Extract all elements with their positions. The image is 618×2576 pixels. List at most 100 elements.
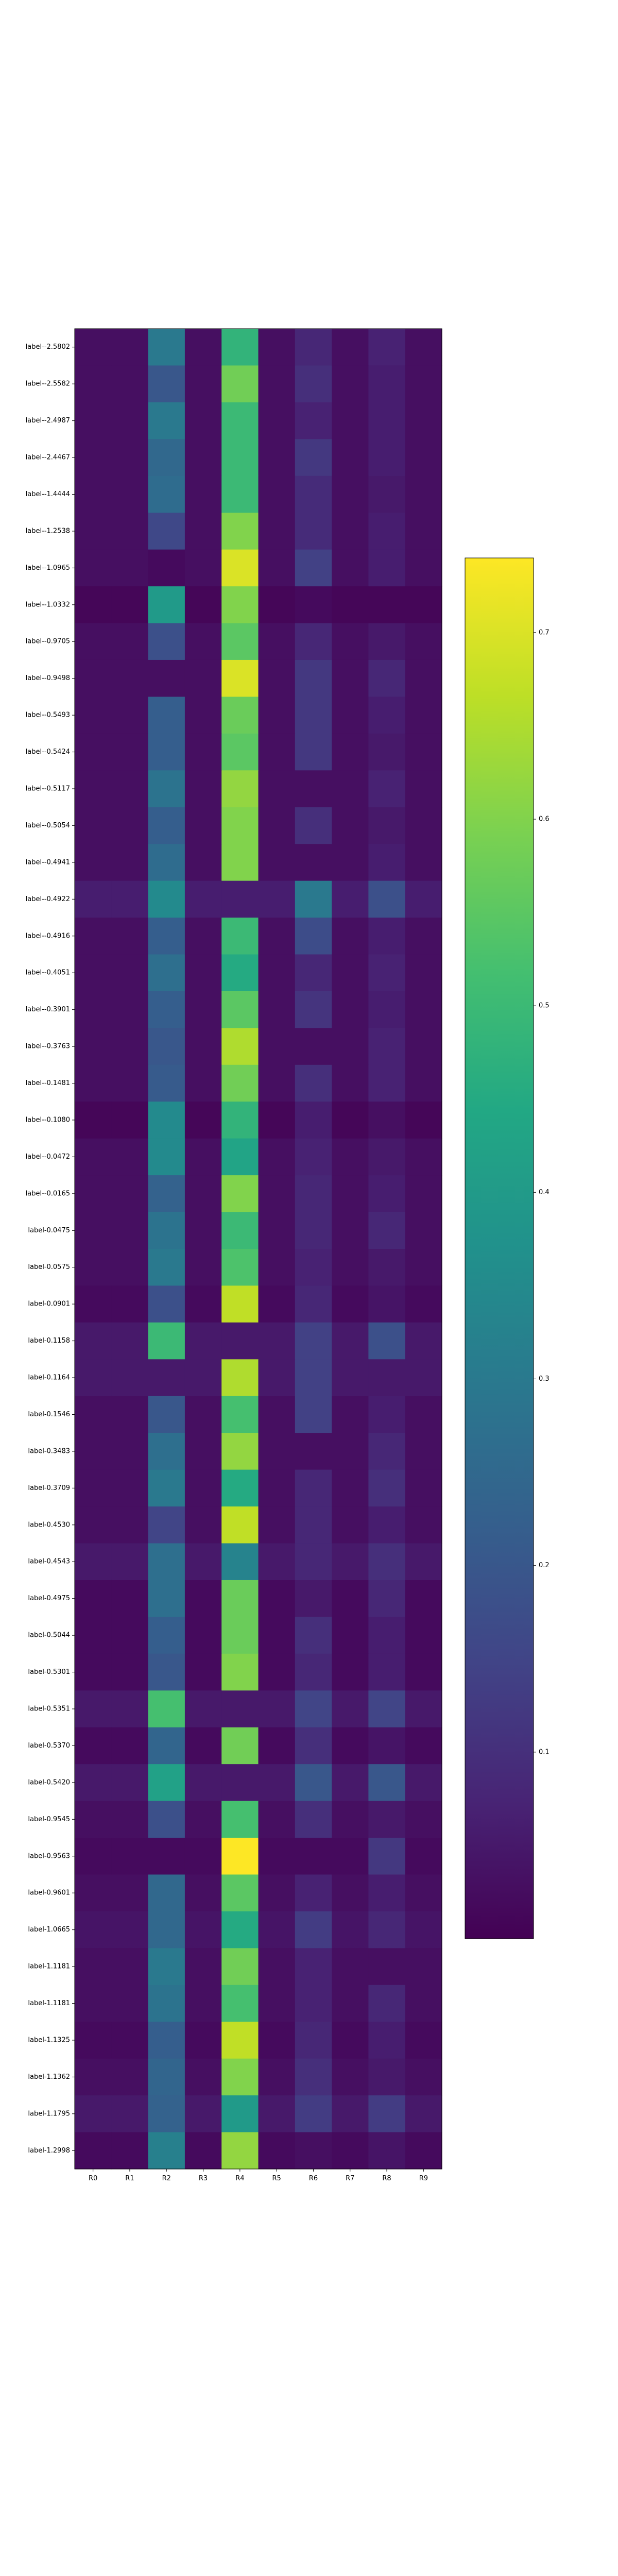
heatmap-cell — [332, 476, 369, 513]
heatmap-cell — [148, 1727, 185, 1765]
heatmap-cell — [184, 1838, 222, 1875]
heatmap-cell — [75, 1433, 112, 1470]
heatmap-cell — [405, 807, 442, 844]
heatmap-cell — [258, 1028, 296, 1065]
heatmap-cell — [295, 1064, 332, 1102]
heatmap-cell — [111, 2132, 149, 2170]
heatmap-cell — [111, 1433, 149, 1470]
heatmap-cell — [75, 954, 112, 992]
heatmap-cell — [184, 659, 222, 697]
heatmap-cell — [221, 1469, 259, 1507]
heatmap-cell — [75, 2095, 112, 2133]
heatmap-cell — [221, 1985, 259, 2022]
heatmap-cell — [148, 623, 185, 660]
heatmap-cell — [332, 586, 369, 624]
row-label: label--1.2538 — [26, 527, 70, 535]
heatmap-cell — [221, 1506, 259, 1544]
heatmap-cell — [295, 954, 332, 992]
heatmap-cell — [368, 476, 406, 513]
heatmap-cell — [111, 1874, 149, 1912]
heatmap-cell — [405, 2022, 442, 2059]
heatmap-cell — [258, 1285, 296, 1323]
heatmap-cell — [295, 513, 332, 550]
heatmap-cell — [111, 1285, 149, 1323]
heatmap-cell — [368, 2058, 406, 2096]
heatmap-cell — [405, 1285, 442, 1323]
heatmap-cell — [258, 329, 296, 366]
heatmap-cell — [368, 697, 406, 734]
colorbar-tick-label: 0.3 — [539, 1375, 550, 1383]
heatmap-cell — [184, 1433, 222, 1470]
heatmap-cell — [258, 659, 296, 697]
heatmap-cell — [221, 365, 259, 403]
heatmap-cell — [368, 1101, 406, 1139]
row-label: label-1.0665 — [28, 1926, 70, 1934]
heatmap-cell — [295, 549, 332, 587]
heatmap-cell — [368, 1396, 406, 1433]
heatmap-cell — [184, 1764, 222, 1802]
column-label: R5 — [272, 2175, 281, 2182]
heatmap-cell — [295, 770, 332, 808]
heatmap-cell — [368, 1727, 406, 1765]
heatmap-cell — [405, 659, 442, 697]
heatmap-cell — [75, 365, 112, 403]
heatmap-cell — [111, 1101, 149, 1139]
heatmap-cell — [111, 1985, 149, 2022]
heatmap-cell — [405, 2058, 442, 2096]
heatmap-cell — [111, 1175, 149, 1213]
heatmap-cell — [332, 1911, 369, 1948]
heatmap-cell — [332, 1028, 369, 1065]
heatmap-cell — [75, 1543, 112, 1581]
heatmap-cell — [258, 1212, 296, 1249]
heatmap-cell — [295, 329, 332, 366]
heatmap-cell — [405, 2132, 442, 2170]
heatmap-cell — [75, 623, 112, 660]
colorbar-tick-label: 0.5 — [539, 1002, 550, 1010]
heatmap-cell — [258, 1506, 296, 1544]
heatmap-cell — [148, 1801, 185, 1838]
row-label: label--0.1481 — [26, 1079, 70, 1087]
heatmap-cell — [75, 1322, 112, 1360]
heatmap-cell — [148, 659, 185, 697]
heatmap-cell — [368, 1212, 406, 1249]
heatmap-cell — [368, 1617, 406, 1654]
heatmap-cell — [258, 1543, 296, 1581]
heatmap-cell — [184, 697, 222, 734]
heatmap-cell — [405, 329, 442, 366]
row-label: label--2.4987 — [26, 417, 70, 425]
heatmap-cell — [368, 1543, 406, 1581]
heatmap-cell — [148, 1764, 185, 1802]
heatmap-cell — [75, 1801, 112, 1838]
row-label: label--0.5424 — [26, 748, 70, 756]
heatmap-cell — [258, 1175, 296, 1213]
heatmap-cell — [75, 329, 112, 366]
heatmap-cell — [221, 1580, 259, 1617]
heatmap-cell — [368, 402, 406, 439]
heatmap-cell — [75, 1690, 112, 1728]
heatmap-cell — [332, 1322, 369, 1360]
heatmap-cell — [332, 1469, 369, 1507]
heatmap-cell — [258, 770, 296, 808]
row-label: label-1.1181 — [28, 1963, 70, 1971]
heatmap-cell — [332, 1101, 369, 1139]
heatmap-cell — [332, 1617, 369, 1654]
heatmap-cell — [332, 1064, 369, 1102]
row-label: label-0.5351 — [28, 1705, 70, 1713]
heatmap-cell — [258, 1690, 296, 1728]
heatmap-cell — [184, 1212, 222, 1249]
heatmap-cell — [148, 807, 185, 844]
heatmap-cell — [332, 659, 369, 697]
heatmap-cell — [258, 1469, 296, 1507]
heatmap-cell — [221, 513, 259, 550]
heatmap-cell — [221, 1838, 259, 1875]
heatmap-cell — [184, 1249, 222, 1286]
heatmap-cell — [111, 1727, 149, 1765]
colorbar-tick-label: 0.6 — [539, 816, 550, 823]
heatmap-cell — [111, 844, 149, 882]
heatmap-cell — [332, 1985, 369, 2022]
heatmap-cell — [221, 1285, 259, 1323]
heatmap-cell — [111, 1064, 149, 1102]
heatmap-cell — [368, 733, 406, 771]
heatmap-cell — [148, 1396, 185, 1433]
heatmap-cell — [148, 365, 185, 403]
